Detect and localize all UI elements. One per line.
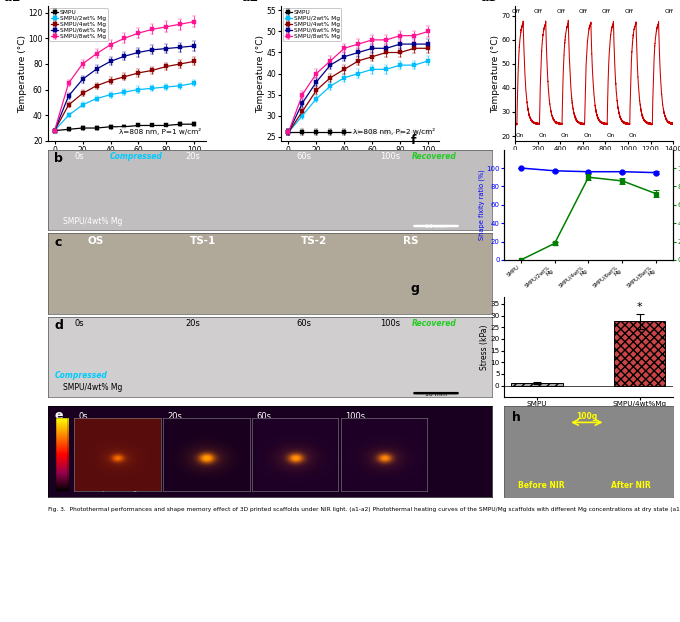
Text: 20s: 20s (185, 319, 200, 328)
Text: 60s: 60s (296, 319, 311, 328)
Text: 20s: 20s (185, 152, 200, 161)
Text: λ=808 nm, P=1 w/cm²: λ=808 nm, P=1 w/cm² (119, 129, 201, 136)
X-axis label: Time (s): Time (s) (108, 156, 145, 165)
Text: Fig. 3.  Photothermal performances and shape memory effect of 3D printed scaffol: Fig. 3. Photothermal performances and sh… (48, 506, 680, 512)
Text: On: On (583, 134, 592, 139)
Text: e: e (54, 409, 63, 422)
Text: 10 mm: 10 mm (425, 225, 447, 230)
Text: 60s: 60s (296, 152, 311, 161)
Text: 100s: 100s (345, 412, 365, 421)
Text: OS: OS (88, 236, 104, 246)
Text: a2: a2 (242, 0, 259, 4)
Text: Off: Off (664, 9, 673, 14)
Text: On: On (516, 134, 524, 139)
Text: Before NIR: Before NIR (517, 481, 564, 490)
Text: 0s: 0s (74, 319, 84, 328)
Text: SMPU/4wt% Mg: SMPU/4wt% Mg (63, 383, 122, 392)
Text: 100g: 100g (576, 412, 598, 420)
Text: SMPU/4wt% Mg: SMPU/4wt% Mg (63, 217, 122, 226)
Y-axis label: Temperature (°C): Temperature (°C) (491, 35, 500, 113)
Text: g: g (411, 282, 420, 295)
Text: On: On (606, 134, 615, 139)
Legend: SMPU, SMPU/2wt% Mg, SMPU/4wt% Mg, SMPU/6wt% Mg, SMPU/8wt% Mg: SMPU, SMPU/2wt% Mg, SMPU/4wt% Mg, SMPU/6… (283, 8, 341, 41)
Text: b: b (54, 152, 63, 165)
Text: RS: RS (403, 236, 418, 246)
Text: 100s: 100s (381, 319, 401, 328)
Y-axis label: Shape fixity ratio (%): Shape fixity ratio (%) (478, 169, 485, 240)
Text: 60s: 60s (256, 412, 271, 421)
Text: d: d (54, 319, 63, 332)
X-axis label: Time (s): Time (s) (342, 156, 379, 165)
Text: 20s: 20s (167, 412, 182, 421)
Text: Off: Off (579, 9, 588, 14)
Text: a3: a3 (481, 0, 498, 4)
Bar (511, 383, 563, 386)
X-axis label: Time (S): Time (S) (575, 153, 613, 162)
Text: Compressed: Compressed (54, 371, 107, 379)
Text: SMPU/4wt% Mg: SMPU/4wt% Mg (83, 486, 137, 492)
Text: Off: Off (602, 9, 611, 14)
Text: Compressed: Compressed (109, 152, 163, 161)
Text: On: On (539, 134, 547, 139)
Text: 10 mm: 10 mm (425, 392, 447, 397)
Text: *: * (637, 302, 643, 312)
Text: Recovered: Recovered (411, 319, 456, 328)
Bar (614, 322, 666, 386)
Text: Off: Off (556, 9, 565, 14)
Text: 0s: 0s (74, 152, 84, 161)
Text: c: c (54, 236, 62, 249)
Y-axis label: Temperature (°C): Temperature (°C) (18, 35, 27, 113)
Text: TS-2: TS-2 (301, 236, 327, 246)
Text: On: On (629, 134, 637, 139)
Legend: SMPU, SMPU/2wt% Mg, SMPU/4wt% Mg, SMPU/6wt% Mg, SMPU/8wt% Mg: SMPU, SMPU/2wt% Mg, SMPU/4wt% Mg, SMPU/6… (50, 8, 107, 41)
Text: λ=808 nm, P=2 w/cm²: λ=808 nm, P=2 w/cm² (352, 129, 435, 136)
Y-axis label: Temperature (°C): Temperature (°C) (256, 35, 265, 113)
Text: After NIR: After NIR (611, 481, 651, 490)
Text: On: On (561, 134, 569, 139)
Text: h: h (512, 411, 521, 424)
Text: Off: Off (624, 9, 633, 14)
Text: a1: a1 (3, 0, 20, 4)
Text: 100s: 100s (381, 152, 401, 161)
Text: Off: Off (511, 9, 520, 14)
Text: TS-1: TS-1 (190, 236, 216, 246)
Text: Off: Off (534, 9, 543, 14)
Text: Recovered: Recovered (411, 152, 456, 161)
Text: 0s: 0s (79, 412, 88, 421)
Y-axis label: Stress (kPa): Stress (kPa) (480, 324, 489, 369)
Text: f: f (411, 134, 416, 147)
